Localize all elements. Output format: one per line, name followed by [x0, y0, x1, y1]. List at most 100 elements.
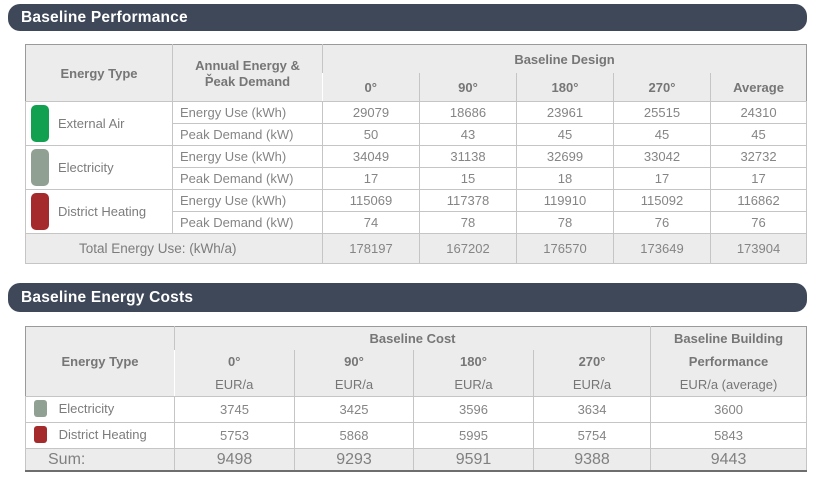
total-energy-use-label: Total Energy Use: (kWh/a)	[25, 233, 323, 264]
baseline-performance-title: Baseline Performance	[21, 9, 188, 26]
col-header-annual-energy-peak-demand: Annual Energy & P̌eak Demand	[172, 44, 323, 102]
cost-value-cell: 5753	[174, 422, 295, 449]
col-header-average: Average	[709, 73, 807, 102]
value-cell: 34049	[322, 145, 420, 168]
sum-value-cell: 9443	[650, 448, 808, 472]
district-heating-swatch	[34, 426, 47, 443]
value-cell: 76	[613, 211, 711, 234]
cost-col-header-0deg: 0°	[174, 350, 295, 373]
value-cell: 45	[613, 123, 711, 146]
sum-label: Sum:	[25, 448, 175, 472]
table-row-district-heating-energy-use: District Heating Energy Use (kWh) 115069…	[25, 189, 808, 234]
col-header-270deg: 270°	[613, 73, 711, 102]
header-row-angles: 0° 90° 180° 270° Average	[26, 73, 807, 102]
cost-row-electricity: Electricity 3745 3425 3596 3634 3600	[25, 396, 808, 423]
value-cell: 115069	[322, 189, 420, 212]
cost-header-row-group: Energy Type Baseline Cost Baseline Build…	[25, 326, 807, 397]
col-header-baseline-cost: Baseline Cost	[173, 326, 651, 350]
cost-value-cell: 5995	[413, 422, 534, 449]
measure-header-line1: Annual Energy &	[195, 58, 300, 73]
measure-label: Peak Demand (kW)	[172, 123, 323, 146]
cost-energy-type-cell-district-heating: District Heating	[25, 422, 175, 449]
energy-type-cell-electricity: Electricity	[25, 145, 173, 190]
measure-label: Energy Use (kWh)	[172, 189, 323, 212]
total-value-cell: 173904	[709, 233, 808, 264]
baseline-performance-table: Energy Type Annual Energy & P̌eak Demand…	[25, 44, 808, 264]
cost-value-cell: 3745	[174, 396, 295, 423]
sum-row: Sum: 9498 9293 9591 9388 9443	[25, 448, 808, 472]
col-header-baseline-design: Baseline Design	[321, 44, 807, 73]
cost-energy-type-cell-electricity: Electricity	[25, 396, 175, 423]
value-cell: 115092	[613, 189, 711, 212]
cost-value-cell: 3425	[294, 396, 414, 423]
table-row-external-air-energy-use: External Air Energy Use (kWh) 29079 1868…	[25, 101, 808, 146]
electricity-swatch	[31, 149, 49, 186]
building-header-line1: Baseline Building	[674, 331, 784, 346]
measure-label: Peak Demand (kW)	[172, 167, 323, 190]
value-cell: 23961	[516, 101, 614, 124]
value-cell: 17	[613, 167, 711, 190]
sum-value-cell: 9498	[174, 448, 295, 472]
cost-header-row-units: EUR/a EUR/a EUR/a EUR/a	[26, 373, 807, 397]
total-value-cell: 167202	[419, 233, 517, 264]
cost-col-header-180deg: 180°	[413, 350, 534, 373]
table-row-district-heating-peak-demand: Peak Demand (kW) 74 78 78 76 76	[26, 211, 808, 234]
value-cell: 29079	[322, 101, 420, 124]
cost-value-cell: 5754	[532, 422, 652, 449]
cost-col-header-energy-type: Energy Type	[25, 326, 175, 397]
sum-value-cell: 9388	[532, 448, 652, 472]
energy-type-label: External Air	[58, 116, 125, 131]
value-cell: 50	[322, 123, 420, 146]
cost-header-row-angles: 0° 90° 180° 270°	[26, 350, 807, 373]
value-cell: 43	[419, 123, 517, 146]
baseline-energy-costs-banner: Baseline Energy Costs	[8, 283, 807, 312]
value-cell: 74	[322, 211, 420, 234]
measure-header-line2: P̌eak Demand	[204, 74, 291, 89]
value-cell: 32699	[516, 145, 614, 168]
value-cell: 78	[419, 211, 517, 234]
baseline-energy-costs-table: Energy Type Baseline Cost Baseline Build…	[25, 326, 808, 472]
total-value-cell: 173649	[613, 233, 711, 264]
total-value-cell: 176570	[516, 233, 614, 264]
col-header-baseline-building-performance: Baseline Building Performance EUR/a (ave…	[650, 326, 807, 397]
measure-label: Energy Use (kWh)	[172, 145, 323, 168]
energy-type-label: District Heating	[58, 426, 147, 442]
sum-value-cell: 9591	[413, 448, 534, 472]
energy-type-cell-district-heating: District Heating	[25, 189, 173, 234]
energy-type-label: District Heating	[58, 204, 147, 219]
value-cell: 45	[516, 123, 614, 146]
header-row-group: Energy Type Annual Energy & P̌eak Demand…	[25, 44, 807, 102]
value-cell: 45	[709, 123, 808, 146]
unit-label: EUR/a	[413, 373, 534, 397]
total-value-cell: 178197	[322, 233, 420, 264]
cost-value-cell: 5868	[294, 422, 414, 449]
col-header-90deg: 90°	[419, 73, 517, 102]
value-cell: 76	[709, 211, 808, 234]
baseline-performance-banner: Baseline Performance	[8, 4, 807, 31]
value-cell: 116862	[709, 189, 808, 212]
value-cell: 78	[516, 211, 614, 234]
col-header-180deg: 180°	[516, 73, 614, 102]
energy-type-label: Electricity	[58, 160, 114, 175]
value-cell: 119910	[516, 189, 614, 212]
building-header-unit: EUR/a (average)	[679, 377, 778, 392]
value-cell: 17	[709, 167, 808, 190]
cost-col-header-270deg: 270°	[532, 350, 651, 373]
electricity-swatch	[34, 400, 47, 417]
measure-label: Peak Demand (kW)	[172, 211, 323, 234]
value-cell: 24310	[709, 101, 808, 124]
cost-row-district-heating: District Heating 5753 5868 5995 5754 584…	[25, 422, 808, 449]
table-row-electricity-energy-use: Electricity Energy Use (kWh) 34049 31138…	[25, 145, 808, 190]
measure-label: Energy Use (kWh)	[172, 101, 323, 124]
unit-label: EUR/a	[532, 373, 651, 397]
cost-col-header-90deg: 90°	[294, 350, 414, 373]
value-cell: 18686	[419, 101, 517, 124]
cost-value-cell: 3596	[413, 396, 534, 423]
cost-value-cell: 3634	[532, 396, 652, 423]
value-cell: 25515	[613, 101, 711, 124]
building-header-line2: Performance	[688, 354, 769, 369]
sum-value-cell: 9293	[294, 448, 414, 472]
value-cell: 31138	[419, 145, 517, 168]
value-cell: 18	[516, 167, 614, 190]
total-energy-use-row: Total Energy Use: (kWh/a) 178197 167202 …	[25, 233, 808, 264]
